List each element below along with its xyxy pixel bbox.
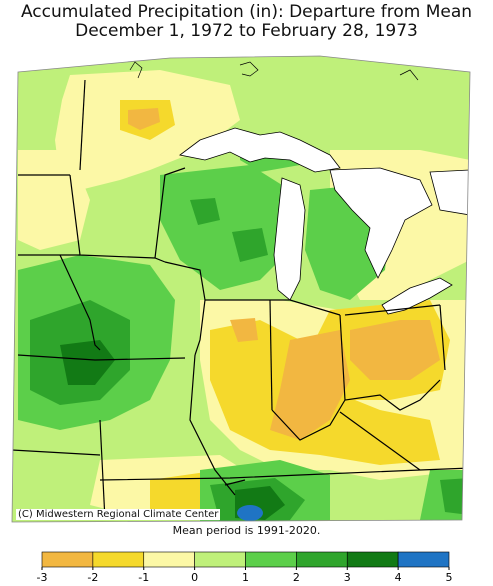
lake-ontario-area (429, 169, 470, 216)
map-title: Accumulated Precipitation (in): Departur… (20, 2, 473, 22)
legend-swatch (346, 551, 399, 568)
lake-huron (329, 167, 433, 279)
legend-tick-label: 2 (293, 571, 300, 584)
legend-tick-label: -1 (138, 571, 149, 584)
legend-swatch (92, 551, 145, 568)
canada-outline (129, 61, 419, 81)
legend-tick-label: 5 (446, 571, 453, 584)
field-darkest-mo (60, 340, 115, 385)
field-orange-mn (128, 108, 160, 130)
credit-label: (C) Midwestern Regional Climate Center (16, 509, 221, 520)
color-legend: -3 -2 -1 0 1 2 3 4 5 (37, 551, 453, 584)
legend-swatch (194, 551, 246, 568)
legend-swatch (397, 551, 450, 568)
legend-tick-label: 1 (242, 571, 249, 584)
field-orange-il (230, 318, 258, 342)
lake-erie (381, 277, 453, 315)
field-green-wi (160, 165, 290, 290)
legend-tick-label: 0 (191, 571, 198, 584)
lake-michigan (273, 177, 306, 301)
mean-period-note: Mean period is 1991-2020. (172, 524, 321, 537)
field-blue-tn (237, 505, 263, 521)
legend-tick-label: 4 (395, 571, 402, 584)
map-subtitle: December 1, 1972 to February 28, 1973 (75, 21, 418, 41)
legend-tick-label: -2 (87, 571, 98, 584)
lake-superior (179, 127, 341, 173)
legend-tick-label: 3 (344, 571, 351, 584)
legend-swatch (41, 551, 94, 568)
map-frame (11, 55, 471, 523)
legend-tick-label: -3 (37, 571, 48, 584)
legend-swatch (296, 551, 348, 568)
legend-swatch (143, 551, 195, 568)
state-borders (12, 79, 470, 521)
field-orange-in (270, 330, 350, 440)
field-dkgreen-wi2 (232, 228, 268, 262)
field-dkgreen-wi (190, 198, 220, 225)
departure-field (12, 56, 470, 522)
legend-swatch (245, 551, 297, 568)
field-orange-oh (350, 320, 440, 380)
